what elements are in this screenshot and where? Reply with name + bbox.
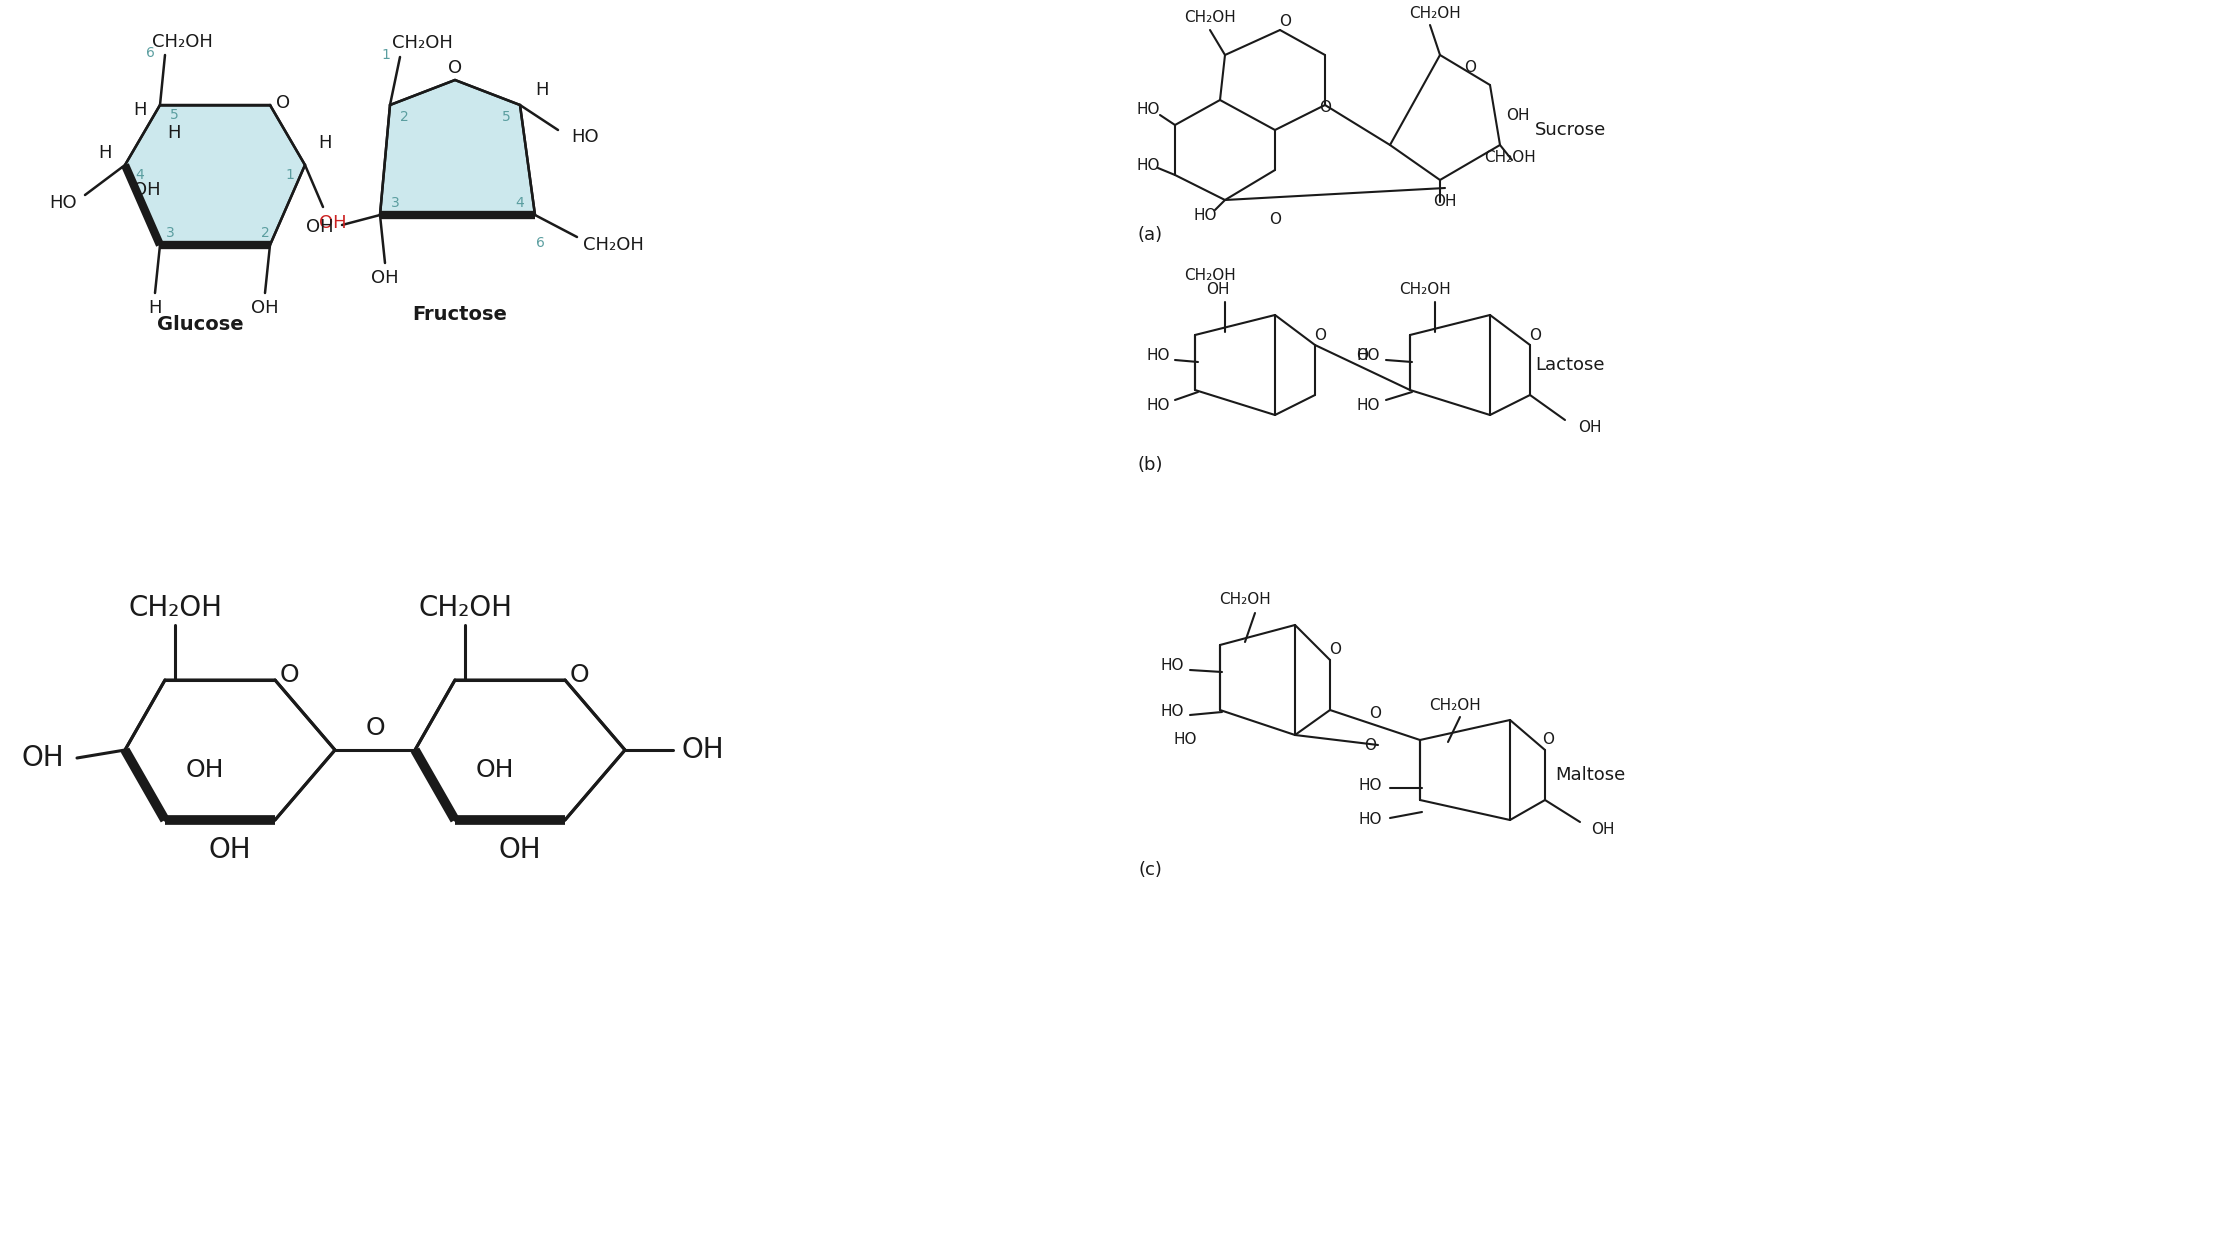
Text: CH₂OH: CH₂OH — [1185, 10, 1236, 25]
Text: CH₂OH: CH₂OH — [582, 236, 643, 255]
Text: OH: OH — [475, 759, 515, 782]
Text: 3: 3 — [166, 226, 175, 239]
Text: HO: HO — [1147, 397, 1169, 412]
Text: HO: HO — [571, 129, 598, 146]
Text: HO: HO — [1355, 397, 1380, 412]
Text: H: H — [132, 101, 148, 118]
Text: HO: HO — [1136, 158, 1160, 173]
Text: 5: 5 — [170, 108, 179, 122]
Text: O: O — [569, 663, 589, 687]
Text: HO: HO — [1136, 102, 1160, 117]
Text: 2: 2 — [399, 110, 408, 123]
Text: OH: OH — [186, 759, 224, 782]
Polygon shape — [381, 79, 535, 215]
Text: O: O — [1541, 732, 1555, 747]
Text: 1: 1 — [284, 168, 293, 181]
Text: HO: HO — [1355, 348, 1380, 363]
Text: OH: OH — [318, 214, 347, 232]
Text: OH: OH — [1579, 420, 1602, 435]
Text: HO: HO — [1357, 777, 1382, 793]
Text: CH₂OH: CH₂OH — [1485, 150, 1537, 165]
Text: OH: OH — [1590, 823, 1615, 838]
Text: O: O — [276, 94, 289, 112]
Text: HO: HO — [1147, 348, 1169, 363]
Text: O: O — [1315, 328, 1326, 343]
Text: OH: OH — [208, 835, 251, 864]
Text: HO: HO — [49, 194, 76, 212]
Text: O: O — [1369, 706, 1382, 721]
Text: OH: OH — [500, 835, 542, 864]
Text: Glucose: Glucose — [157, 315, 244, 334]
Text: (c): (c) — [1138, 861, 1163, 879]
Text: H: H — [535, 81, 549, 100]
Text: H: H — [99, 144, 112, 163]
Text: OH: OH — [1434, 194, 1456, 209]
Text: 4: 4 — [515, 197, 524, 210]
Text: Sucrose: Sucrose — [1534, 121, 1606, 139]
Text: OH: OH — [1207, 282, 1230, 297]
Text: CH₂OH: CH₂OH — [419, 593, 513, 622]
Text: OH: OH — [307, 218, 334, 236]
Text: HO: HO — [1194, 208, 1216, 223]
Text: O: O — [1530, 328, 1541, 343]
Text: 4: 4 — [137, 168, 143, 181]
Text: O: O — [1465, 60, 1476, 76]
Text: HO: HO — [1160, 658, 1183, 673]
Text: Lactose: Lactose — [1534, 357, 1604, 374]
Text: O: O — [280, 663, 298, 687]
Text: O: O — [1328, 643, 1342, 658]
Text: OH: OH — [681, 736, 724, 764]
Text: O: O — [1279, 15, 1290, 29]
Text: O: O — [448, 59, 461, 77]
Text: CH₂OH: CH₂OH — [152, 33, 213, 50]
Text: CH₂OH: CH₂OH — [1409, 5, 1460, 20]
Polygon shape — [125, 680, 336, 820]
Text: HO: HO — [1357, 813, 1382, 828]
Text: CH₂OH: CH₂OH — [1219, 592, 1270, 607]
Text: CH₂OH: CH₂OH — [1429, 698, 1481, 712]
Text: OH: OH — [251, 299, 278, 318]
Text: CH₂OH: CH₂OH — [128, 593, 222, 622]
Polygon shape — [125, 105, 305, 244]
Text: CH₂OH: CH₂OH — [392, 34, 452, 52]
Text: 3: 3 — [390, 197, 399, 210]
Text: 1: 1 — [381, 48, 390, 62]
Text: (a): (a) — [1138, 226, 1163, 244]
Text: OH: OH — [372, 268, 399, 287]
Text: CH₂OH: CH₂OH — [1185, 267, 1236, 282]
Text: Fructose: Fructose — [412, 305, 508, 325]
Text: O: O — [1270, 213, 1281, 228]
Text: 5: 5 — [502, 110, 511, 123]
Text: O: O — [1364, 737, 1375, 752]
Text: (b): (b) — [1138, 456, 1163, 474]
Text: 6: 6 — [146, 47, 155, 60]
Text: 2: 2 — [260, 226, 269, 239]
Text: H: H — [148, 299, 161, 318]
Text: OH: OH — [132, 181, 161, 199]
Text: OH: OH — [22, 743, 65, 772]
Polygon shape — [414, 680, 625, 820]
Text: OH: OH — [1505, 107, 1530, 122]
Text: HO: HO — [1160, 704, 1183, 719]
Text: H: H — [168, 123, 181, 142]
Text: 6: 6 — [535, 236, 544, 249]
Text: Maltose: Maltose — [1555, 766, 1626, 784]
Text: H: H — [318, 134, 332, 152]
Text: O: O — [1355, 348, 1369, 363]
Text: HO: HO — [1174, 732, 1196, 747]
Text: O: O — [1319, 101, 1331, 116]
Text: CH₂OH: CH₂OH — [1400, 282, 1452, 297]
Text: O: O — [365, 716, 385, 740]
